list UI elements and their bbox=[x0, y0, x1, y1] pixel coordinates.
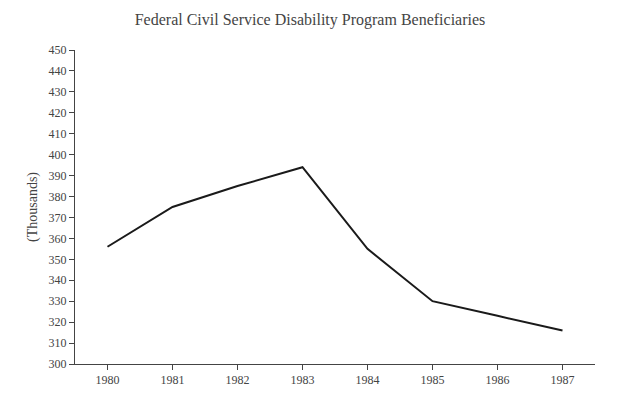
svg-text:310: 310 bbox=[49, 336, 67, 350]
svg-text:330: 330 bbox=[49, 294, 67, 308]
svg-text:360: 360 bbox=[49, 232, 67, 246]
svg-text:320: 320 bbox=[49, 315, 67, 329]
svg-text:410: 410 bbox=[49, 127, 67, 141]
svg-text:1986: 1986 bbox=[486, 373, 510, 387]
svg-text:1987: 1987 bbox=[551, 373, 575, 387]
svg-text:350: 350 bbox=[49, 253, 67, 267]
svg-text:340: 340 bbox=[49, 273, 67, 287]
svg-text:1985: 1985 bbox=[421, 373, 445, 387]
svg-text:420: 420 bbox=[49, 106, 67, 120]
svg-text:1981: 1981 bbox=[161, 373, 185, 387]
svg-text:440: 440 bbox=[49, 64, 67, 78]
svg-text:1983: 1983 bbox=[291, 373, 315, 387]
svg-text:Federal Civil Service Disabili: Federal Civil Service Disability Program… bbox=[135, 11, 486, 29]
svg-text:370: 370 bbox=[49, 211, 67, 225]
svg-text:1982: 1982 bbox=[226, 373, 250, 387]
svg-text:1980: 1980 bbox=[96, 373, 120, 387]
svg-text:(Thousands): (Thousands) bbox=[25, 172, 41, 242]
svg-text:390: 390 bbox=[49, 169, 67, 183]
svg-text:430: 430 bbox=[49, 85, 67, 99]
svg-text:300: 300 bbox=[49, 357, 67, 371]
svg-text:380: 380 bbox=[49, 190, 67, 204]
svg-text:450: 450 bbox=[49, 43, 67, 57]
svg-text:400: 400 bbox=[49, 148, 67, 162]
svg-text:1984: 1984 bbox=[356, 373, 380, 387]
